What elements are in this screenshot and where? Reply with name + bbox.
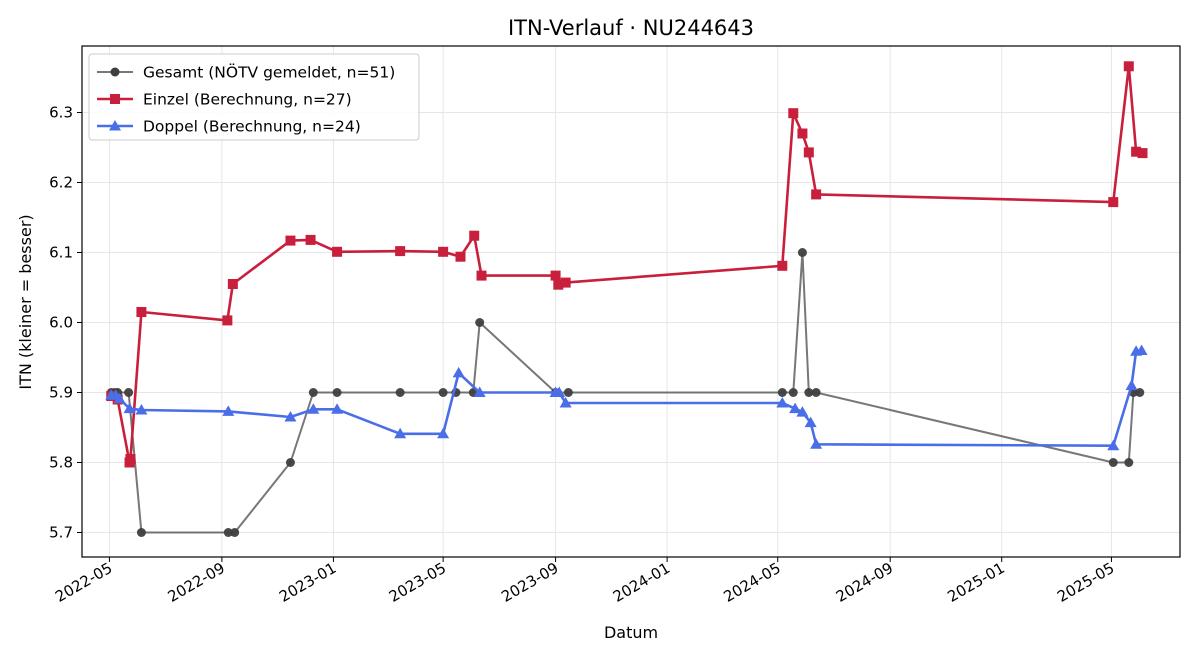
data-point-doppel [123, 402, 136, 414]
data-point-doppel [473, 386, 486, 397]
y-tick-label: 5.9 [49, 384, 73, 402]
data-point-einzel [560, 277, 571, 288]
data-point-gesamt [1135, 388, 1145, 397]
data-point-doppel [776, 397, 789, 408]
y-tick-label: 6.1 [49, 244, 73, 262]
chart-title: ITN-Verlauf · NU244643 [508, 16, 754, 40]
data-point-einzel [227, 279, 238, 289]
data-point-einzel [1123, 61, 1134, 72]
data-point-doppel [331, 403, 344, 414]
data-point-einzel [469, 230, 480, 241]
data-point-gesamt [475, 318, 485, 327]
y-tick-label: 5.8 [49, 454, 73, 472]
data-point-gesamt [797, 248, 807, 257]
legend-box [88, 53, 420, 141]
data-point-einzel [285, 235, 296, 246]
data-point-einzel [395, 246, 406, 257]
legend-label-doppel: Doppel (Berechnung, n=24) [143, 118, 361, 136]
data-point-einzel [1137, 148, 1148, 159]
data-point-doppel [1107, 439, 1120, 451]
data-point-doppel [394, 427, 407, 439]
series-doppel [105, 344, 1148, 451]
data-point-gesamt [438, 388, 448, 397]
data-point-doppel [789, 402, 802, 414]
data-point-gesamt [811, 388, 821, 397]
data-point-gesamt [788, 388, 798, 397]
data-point-gesamt [1108, 458, 1118, 467]
data-point-einzel [222, 315, 233, 326]
legend-item-einzel: Einzel (Berechnung, n=27) [97, 91, 352, 109]
data-point-einzel [1131, 146, 1142, 157]
data-point-doppel [222, 405, 235, 416]
series-einzel [106, 61, 1148, 468]
legend: Gesamt (NÖTV gemeldet, n=51) Einzel (Bere… [88, 53, 420, 141]
data-point-doppel [135, 404, 148, 415]
data-point-gesamt [285, 458, 295, 467]
plot-frame [81, 45, 1181, 558]
y-tick-label: 6.0 [49, 314, 73, 332]
data-point-gesamt [1124, 458, 1134, 467]
data-point-doppel [1135, 344, 1148, 355]
legend-item-doppel: Doppel (Berechnung, n=24) [97, 118, 361, 136]
data-point-doppel [810, 438, 823, 449]
legend-label-einzel: Einzel (Berechnung, n=27) [143, 91, 352, 109]
data-point-einzel [476, 270, 487, 281]
data-point-gesamt [124, 388, 134, 397]
legend-marker-doppel [109, 120, 121, 131]
data-point-einzel [136, 307, 147, 317]
data-point-doppel [559, 397, 572, 408]
data-point-doppel [452, 366, 465, 378]
data-point-doppel [437, 427, 450, 439]
data-point-gesamt [395, 388, 405, 397]
legend-label-gesamt: Gesamt (NÖTV gemeldet, n=51) [143, 63, 395, 82]
data-point-doppel [1125, 379, 1138, 390]
data-point-gesamt [223, 528, 233, 537]
y-tick-label: 6.2 [49, 174, 73, 192]
data-point-einzel [550, 270, 561, 281]
data-point-doppel [113, 392, 126, 404]
data-point-einzel [438, 246, 449, 257]
data-point-gesamt [563, 388, 573, 397]
data-point-einzel [553, 279, 564, 290]
data-point-einzel [455, 251, 466, 262]
data-point-einzel [788, 108, 799, 119]
data-point-einzel [797, 128, 808, 139]
data-point-einzel [803, 147, 814, 158]
legend-items: Gesamt (NÖTV gemeldet, n=51) Einzel (Bere… [97, 63, 395, 136]
data-point-einzel [811, 189, 822, 200]
data-point-gesamt [308, 388, 318, 397]
data-point-doppel [796, 406, 809, 417]
data-point-gesamt [804, 388, 814, 397]
y-axis-title: ITN (kleiner = besser) [16, 214, 35, 389]
legend-marker-einzel [110, 94, 120, 104]
data-point-einzel [777, 260, 788, 271]
legend-marker-gesamt [110, 67, 120, 77]
data-point-doppel [284, 411, 297, 422]
series-layer [105, 61, 1148, 537]
legend-item-gesamt: Gesamt (NÖTV gemeldet, n=51) [97, 63, 395, 82]
data-point-gesamt [332, 388, 342, 397]
data-point-einzel [305, 234, 316, 245]
data-point-doppel [553, 386, 566, 397]
data-point-doppel [804, 416, 817, 428]
data-point-einzel [125, 454, 136, 464]
data-point-doppel [307, 403, 320, 414]
data-point-gesamt [136, 528, 146, 537]
data-point-einzel [332, 246, 343, 257]
data-point-gesamt [230, 528, 240, 537]
y-tick-label: 6.3 [49, 104, 73, 122]
x-axis-title: Datum [604, 623, 658, 642]
data-point-gesamt [777, 388, 787, 397]
y-tick-label: 5.7 [49, 524, 73, 542]
data-point-einzel [1108, 197, 1119, 208]
